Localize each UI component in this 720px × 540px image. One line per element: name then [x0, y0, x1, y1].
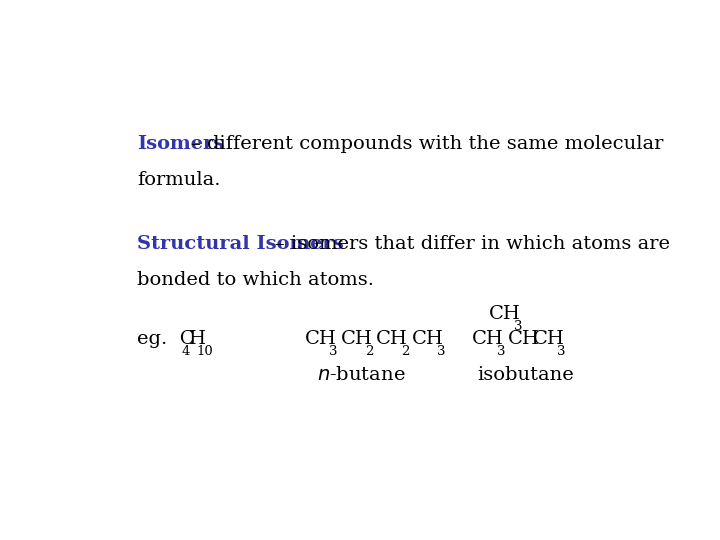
Text: Isomers: Isomers [138, 136, 225, 153]
Text: isobutane: isobutane [478, 366, 575, 383]
Text: CH: CH [508, 330, 540, 348]
Text: – different compounds with the same molecular: – different compounds with the same mole… [191, 136, 663, 153]
Text: 10: 10 [197, 345, 213, 358]
Text: CH: CH [305, 330, 337, 348]
Text: 3: 3 [436, 345, 445, 358]
Text: 2: 2 [365, 345, 374, 358]
Text: $n$-butane: $n$-butane [317, 366, 405, 383]
Text: formula.: formula. [138, 171, 221, 189]
Text: CH: CH [377, 330, 408, 348]
Text: eg.  C: eg. C [138, 330, 195, 348]
Text: CH: CH [533, 330, 564, 348]
Text: CH: CH [472, 330, 504, 348]
Text: 3: 3 [557, 345, 565, 358]
Text: 2: 2 [401, 345, 409, 358]
Text: Structural Isomers: Structural Isomers [138, 235, 344, 253]
Text: – isomers that differ in which atoms are: – isomers that differ in which atoms are [275, 235, 670, 253]
Text: bonded to which atoms.: bonded to which atoms. [138, 271, 374, 288]
Text: H: H [189, 330, 206, 348]
Text: 3: 3 [513, 320, 522, 333]
Text: 3: 3 [497, 345, 505, 358]
Text: 4: 4 [181, 345, 190, 358]
Text: CH: CH [489, 305, 521, 323]
Text: CH: CH [341, 330, 372, 348]
Text: CH: CH [412, 330, 444, 348]
Text: 3: 3 [329, 345, 338, 358]
